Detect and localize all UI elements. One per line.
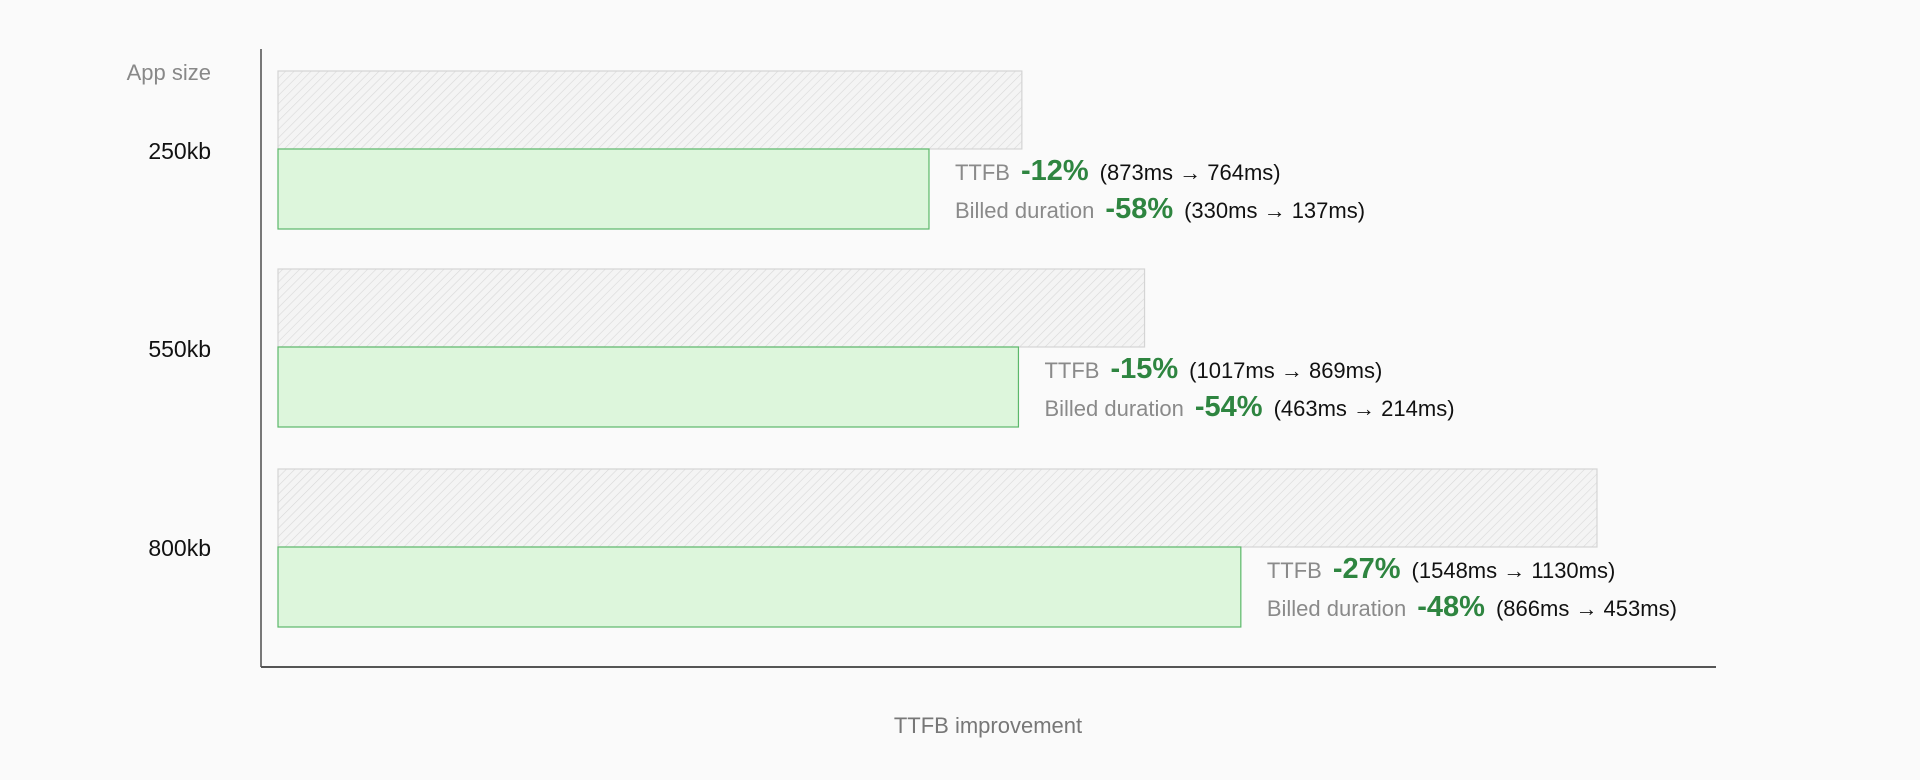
ttfb-label: TTFB bbox=[1044, 358, 1100, 383]
billed-annotation: Billed duration -54% (463ms → 214ms) bbox=[1044, 391, 1454, 424]
y-tick-label: 550kb bbox=[148, 336, 211, 362]
ttfb-percent: -15% bbox=[1110, 353, 1179, 385]
ttfb-detail: (873ms → 764ms) bbox=[1099, 160, 1281, 185]
ttfb-detail: (1017ms → 869ms) bbox=[1189, 358, 1383, 383]
bar-after bbox=[277, 346, 1020, 428]
ttfb-annotation: TTFB -27% (1548ms → 1130ms) bbox=[1267, 553, 1615, 586]
billed-detail: (866ms → 453ms) bbox=[1495, 596, 1677, 621]
billed-detail: (463ms → 214ms) bbox=[1273, 396, 1455, 421]
billed-percent: -48% bbox=[1417, 591, 1485, 623]
billed-percent: -54% bbox=[1194, 391, 1263, 423]
billed-label: Billed duration bbox=[954, 198, 1095, 223]
billed-detail: (330ms → 137ms) bbox=[1184, 198, 1366, 223]
y-axis-title: App size bbox=[126, 60, 211, 85]
y-tick-label: 800kb bbox=[148, 535, 211, 561]
bar-after bbox=[277, 148, 930, 230]
y-tick-label: 250kb bbox=[148, 138, 211, 164]
ttfb-annotation: TTFB -15% (1017ms → 869ms) bbox=[1044, 353, 1382, 386]
billed-label: Billed duration bbox=[1266, 596, 1407, 621]
x-axis-title: TTFB improvement bbox=[893, 713, 1083, 738]
ttfb-label: TTFB bbox=[1266, 558, 1322, 583]
ttfb-percent: -12% bbox=[1020, 155, 1089, 187]
ttfb-detail: (1548ms → 1130ms) bbox=[1411, 558, 1616, 583]
bar-before bbox=[277, 70, 1023, 150]
billed-annotation: Billed duration -48% (866ms → 453ms) bbox=[1267, 591, 1677, 624]
ttfb-percent: -27% bbox=[1332, 553, 1401, 585]
bar-after bbox=[277, 546, 1242, 628]
billed-percent: -58% bbox=[1105, 193, 1174, 225]
ttfb-label: TTFB bbox=[954, 160, 1010, 185]
billed-label: Billed duration bbox=[1044, 396, 1184, 421]
bar-before bbox=[277, 468, 1598, 548]
ttfb-annotation: TTFB -12% (873ms → 764ms) bbox=[955, 155, 1281, 188]
bar-before bbox=[277, 268, 1146, 348]
billed-annotation: Billed duration -58% (330ms → 137ms) bbox=[955, 193, 1365, 226]
